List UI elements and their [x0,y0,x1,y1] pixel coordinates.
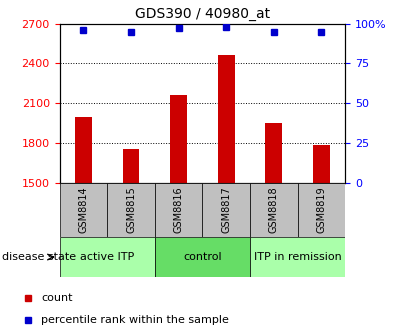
Bar [250,183,298,237]
Text: ITP in remission: ITP in remission [254,252,342,262]
Bar [155,183,202,237]
Bar [155,237,250,277]
Bar [60,237,155,277]
Text: percentile rank within the sample: percentile rank within the sample [41,315,229,325]
Bar [202,183,250,237]
Bar [122,149,139,183]
Text: GSM8818: GSM8818 [269,187,279,233]
Text: count: count [41,293,72,303]
Bar [107,183,155,237]
Bar [170,95,187,183]
Bar [75,117,92,183]
Bar [250,237,345,277]
Text: disease state: disease state [2,252,76,262]
Text: GSM8815: GSM8815 [126,186,136,234]
Text: GSM8819: GSM8819 [316,187,326,233]
Text: GSM8817: GSM8817 [221,186,231,234]
Text: active ITP: active ITP [80,252,134,262]
Text: GSM8814: GSM8814 [79,187,88,233]
Text: control: control [183,252,222,262]
Bar [298,183,345,237]
Bar [218,55,235,183]
Title: GDS390 / 40980_at: GDS390 / 40980_at [135,7,270,21]
Bar [60,183,107,237]
Bar [313,144,330,183]
Bar [266,123,282,183]
Text: GSM8816: GSM8816 [173,187,184,233]
